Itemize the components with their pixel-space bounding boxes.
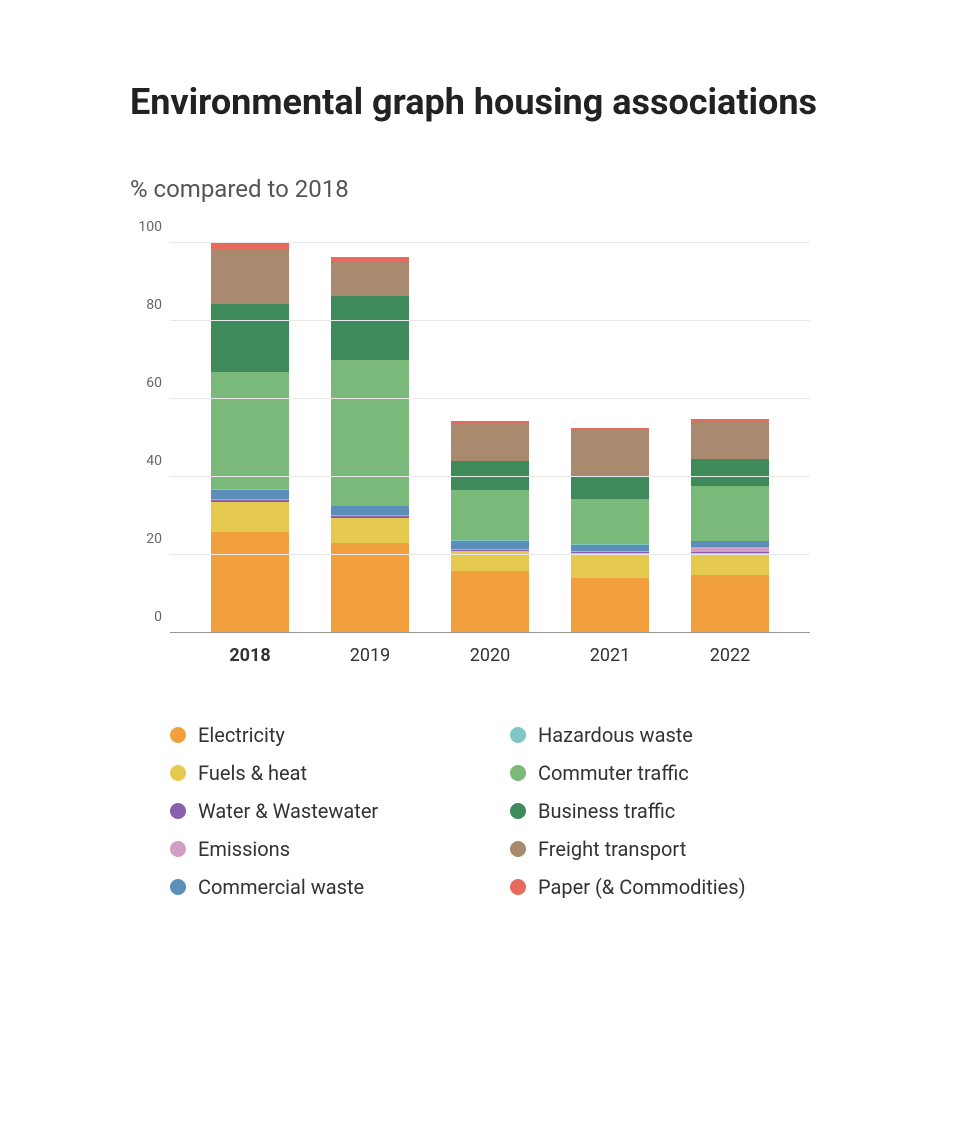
legend-label: Hazardous waste [538,723,693,747]
bar-segment-electricity [571,578,649,633]
legend-item-business_traffic: Business traffic [510,799,810,823]
legend-label: Commercial waste [198,875,364,899]
legend-swatch [170,727,186,743]
bar-column [691,419,769,633]
x-tick-label: 2020 [451,633,529,673]
legend-label: Freight transport [538,837,686,861]
bar-segment-electricity [331,543,409,633]
chart-plot-area: 020406080100 20182019202020212022 [130,243,810,673]
x-tick-label: 2022 [691,633,769,673]
y-axis: 020406080100 [130,243,170,633]
legend-item-electricity: Electricity [170,723,470,747]
bar-segment-fuels_heat [211,502,289,531]
bar-column [211,243,289,633]
legend-swatch [170,841,186,857]
legend-item-commercial_waste: Commercial waste [170,875,470,899]
bar-segment-electricity [451,571,529,633]
y-tick-label: 60 [146,375,162,391]
y-tick-label: 40 [146,453,162,469]
legend-label: Electricity [198,723,285,747]
legend-item-fuels_heat: Fuels & heat [170,761,470,785]
gridline [170,554,810,555]
legend-item-water_wastewater: Water & Wastewater [170,799,470,823]
legend-label: Paper (& Commodities) [538,875,746,899]
legend-label: Fuels & heat [198,761,307,785]
chart-title: Environmental graph housing associations [130,80,846,125]
bar-segment-commuter_traffic [331,360,409,505]
legend-swatch [510,765,526,781]
y-tick-label: 0 [154,609,162,625]
bar-segment-commercial_waste [451,541,529,549]
legend-label: Business traffic [538,799,675,823]
bar-segment-business_traffic [571,477,649,498]
y-tick-label: 100 [138,219,162,235]
chart-container: Environmental graph housing associations… [0,0,976,1134]
legend-label: Water & Wastewater [198,799,378,823]
bars-row [170,243,810,633]
bar-segment-electricity [691,575,769,634]
bar-segment-business_traffic [331,296,409,360]
gridline [170,242,810,243]
bar-segment-fuels_heat [571,553,649,578]
bar-segment-commuter_traffic [691,486,769,541]
bar-column [451,421,529,633]
legend: Electricity Hazardous waste Fuels & heat Co… [170,723,810,899]
bar-column [331,257,409,633]
legend-item-freight_transport: Freight transport [510,837,810,861]
legend-swatch [510,803,526,819]
x-tick-label: 2019 [331,633,409,673]
gridline [170,398,810,399]
bar-segment-commercial_waste [211,490,289,500]
y-tick-label: 20 [146,531,162,547]
bar-segment-fuels_heat [331,518,409,543]
bar-segment-commercial_waste [331,506,409,515]
bar-segment-freight_transport [451,424,529,461]
x-axis: 2018 2019 2020 2021 2022 [170,633,810,673]
y-tick-label: 80 [146,297,162,313]
bar-segment-freight_transport [211,249,289,304]
gridline [170,476,810,477]
legend-swatch [170,803,186,819]
legend-item-emissions: Emissions [170,837,470,861]
bar-segment-fuels_heat [691,553,769,574]
bar-segment-electricity [211,532,289,633]
legend-item-hazardous_waste: Hazardous waste [510,723,810,747]
legend-swatch [510,879,526,895]
legend-item-paper_commodities: Paper (& Commodities) [510,875,810,899]
bar-segment-business_traffic [211,304,289,372]
bar-segment-freight_transport [571,430,649,477]
x-tick-label: 2018 [211,633,289,673]
legend-swatch [510,841,526,857]
bar-segment-commuter_traffic [451,490,529,541]
chart-subtitle: % compared to 2018 [130,175,846,203]
bar-segment-commuter_traffic [211,372,289,489]
legend-swatch [510,727,526,743]
bar-segment-freight_transport [691,421,769,459]
bar-segment-freight_transport [331,261,409,296]
x-tick-label: 2021 [571,633,649,673]
bar-segment-business_traffic [691,459,769,486]
legend-label: Emissions [198,837,290,861]
bar-segment-commuter_traffic [571,499,649,545]
gridline [170,320,810,321]
legend-swatch [170,765,186,781]
legend-label: Commuter traffic [538,761,689,785]
plot [170,243,810,633]
legend-swatch [170,879,186,895]
legend-item-commuter_traffic: Commuter traffic [510,761,810,785]
bar-column [571,428,649,633]
